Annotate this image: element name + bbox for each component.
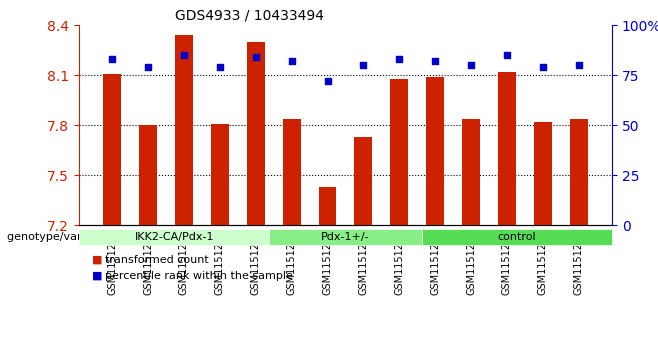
Bar (355, 137, 372, 225)
Bar (390, 79, 408, 225)
Text: transformed count: transformed count (105, 254, 209, 265)
Text: percentile rank within the sample: percentile rank within the sample (105, 271, 293, 281)
Text: ■: ■ (92, 254, 103, 265)
Text: Pdx-1+/-: Pdx-1+/- (321, 232, 370, 242)
Text: GDS4933 / 10433494: GDS4933 / 10433494 (175, 9, 324, 23)
Bar (462, 119, 480, 225)
Point (574, 62, 584, 68)
Bar (426, 77, 444, 225)
Text: IKK2-CA/Pdx-1: IKK2-CA/Pdx-1 (134, 232, 214, 242)
Point (394, 56, 405, 62)
Text: genotype/variation  ▶: genotype/variation ▶ (7, 232, 128, 242)
Point (107, 56, 117, 62)
Bar (175, 36, 193, 225)
Point (215, 65, 225, 70)
Point (358, 62, 368, 68)
Bar (318, 187, 336, 225)
Point (466, 62, 476, 68)
Bar (211, 123, 229, 225)
Text: ■: ■ (92, 271, 103, 281)
Bar (283, 119, 301, 225)
Point (286, 58, 297, 64)
Point (179, 52, 190, 58)
Bar (139, 125, 157, 225)
Bar (103, 74, 121, 225)
Point (538, 65, 548, 70)
Point (143, 65, 153, 70)
Point (430, 58, 440, 64)
Point (322, 78, 333, 84)
Text: control: control (497, 232, 536, 242)
Point (501, 52, 512, 58)
Point (251, 54, 261, 60)
Bar (570, 119, 588, 225)
Bar (247, 42, 265, 225)
Bar (498, 72, 516, 225)
Bar (534, 122, 552, 225)
